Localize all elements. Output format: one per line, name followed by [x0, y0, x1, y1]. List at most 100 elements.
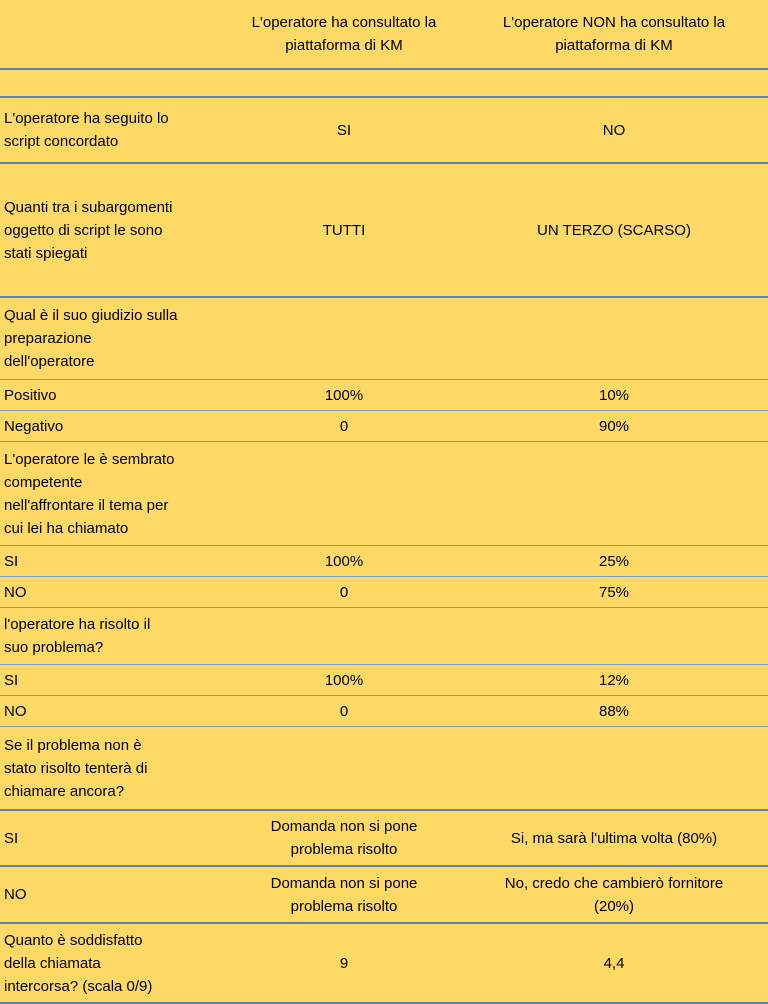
row-value-not-consulted: NO: [460, 98, 768, 162]
header-not-consulted: L'operatore NON ha consultato la piattaf…: [460, 0, 768, 68]
cell-text: Si, ma sarà l'ultima volta (80%): [510, 829, 718, 847]
row-value-consulted: 0: [228, 696, 460, 726]
row-value-not-consulted: Si, ma sarà l'ultima volta (80%): [460, 811, 768, 865]
table-row: SI Domanda non si pone problema risolto …: [0, 811, 768, 867]
row-label: SI: [0, 546, 228, 576]
cell-text: SI: [4, 552, 19, 570]
spacer-row: [0, 70, 768, 98]
header-empty-cell: [0, 0, 228, 68]
row-label: L'operatore ha seguito lo script concord…: [0, 98, 228, 162]
cell-text: 100%: [324, 552, 364, 570]
row-value-not-consulted: 90%: [460, 411, 768, 441]
row-value-consulted: SI: [228, 98, 460, 162]
header-row: L'operatore ha consultato la piattaforma…: [0, 0, 768, 70]
cell-text: Positivo: [4, 386, 57, 404]
question-row: Se il problema non è stato risolto tente…: [0, 727, 768, 811]
cell-text: 12%: [598, 671, 630, 689]
row-value-consulted: 100%: [228, 546, 460, 576]
cell-text: L'operatore le è sembrato competente nel…: [4, 450, 175, 537]
row-value-not-consulted: 25%: [460, 546, 768, 576]
cell-text: 90%: [598, 417, 630, 435]
cell-text: NO: [602, 121, 626, 139]
question-row: l'operatore ha risolto il suo problema?: [0, 608, 768, 665]
row-value-not-consulted: 75%: [460, 577, 768, 607]
cell-text: SI: [4, 829, 19, 847]
cell-text: 88%: [598, 702, 630, 720]
cell-text: 4,4: [603, 954, 625, 972]
row-label: [0, 70, 228, 96]
cell-text: Quanto è soddisfatto della chiamata inte…: [4, 931, 153, 995]
row-value-not-consulted: 88%: [460, 696, 768, 726]
row-value-consulted: [228, 442, 460, 545]
cell-text: SI: [336, 121, 352, 139]
row-value-consulted: 0: [228, 577, 460, 607]
table-row: NO 0 88%: [0, 696, 768, 727]
row-value-not-consulted: UN TERZO (SCARSO): [460, 164, 768, 296]
row-value-not-consulted: 12%: [460, 665, 768, 695]
cell-text: No, credo che cambierò fornitore (20%): [504, 874, 724, 915]
row-value-consulted: [228, 608, 460, 664]
table-row: Quanto è soddisfatto della chiamata inte…: [0, 924, 768, 1004]
cell-text: 0: [339, 583, 349, 601]
cell-text: TUTTI: [322, 221, 366, 239]
table-row: NO Domanda non si pone problema risolto …: [0, 867, 768, 924]
table-row: L'operatore ha seguito lo script concord…: [0, 98, 768, 164]
row-value-not-consulted: [460, 727, 768, 809]
cell-text: NO: [4, 583, 27, 601]
cell-text: 9: [339, 954, 349, 972]
table-row: SI 100% 25%: [0, 546, 768, 577]
header-not-consulted-text: L'operatore NON ha consultato la piattaf…: [502, 14, 726, 54]
cell-text: l'operatore ha risolto il suo problema?: [4, 616, 151, 656]
header-consulted: L'operatore ha consultato la piattaforma…: [228, 0, 460, 68]
cell-text: NO: [4, 886, 27, 903]
row-label: NO: [0, 696, 228, 726]
row-value-not-consulted: [460, 298, 768, 379]
cell-text: Domanda non si pone problema risolto: [270, 818, 418, 858]
row-value-consulted: [228, 727, 460, 809]
row-value-consulted: 100%: [228, 665, 460, 695]
row-value-consulted: Domanda non si pone problema risolto: [228, 867, 460, 922]
row-label: Qual è il suo giudizio sulla preparazion…: [0, 298, 228, 379]
row-value-consulted: [228, 70, 460, 96]
row-label: Negativo: [0, 411, 228, 441]
row-value-not-consulted: [460, 608, 768, 664]
row-value-consulted: 100%: [228, 380, 460, 410]
table-row: NO 0 75%: [0, 577, 768, 608]
row-value-consulted: [228, 298, 460, 379]
cell-text: Domanda non si pone problema risolto: [270, 874, 418, 915]
row-label: L'operatore le è sembrato competente nel…: [0, 442, 228, 545]
cell-text: 0: [339, 417, 349, 435]
row-value-consulted: TUTTI: [228, 164, 460, 296]
header-consulted-text: L'operatore ha consultato la piattaforma…: [251, 14, 437, 54]
row-label: NO: [0, 577, 228, 607]
cell-text: 0: [339, 702, 349, 720]
cell-text: 100%: [324, 671, 364, 689]
row-value-consulted: 0: [228, 411, 460, 441]
row-label: SI: [0, 665, 228, 695]
row-label: Quanti tra i subargomenti oggetto di scr…: [0, 164, 228, 296]
cell-text: 75%: [598, 583, 630, 601]
cell-text: Qual è il suo giudizio sulla preparazion…: [4, 307, 178, 370]
cell-text: L'operatore ha seguito lo script concord…: [4, 110, 169, 150]
cell-text: Quanti tra i subargomenti oggetto di scr…: [4, 198, 173, 262]
table-row: Positivo 100% 10%: [0, 380, 768, 411]
cell-text: 25%: [598, 552, 630, 570]
row-value-consulted: 9: [228, 924, 460, 1002]
table-row: SI 100% 12%: [0, 665, 768, 696]
cell-text: Negativo: [4, 417, 64, 435]
row-label: l'operatore ha risolto il suo problema?: [0, 608, 228, 664]
row-value-not-consulted: No, credo che cambierò fornitore (20%): [460, 867, 768, 922]
table-row: Negativo 0 90%: [0, 411, 768, 442]
cell-text: 10%: [598, 386, 630, 404]
row-value-not-consulted: 4,4: [460, 924, 768, 1002]
cell-text: SI: [4, 671, 19, 689]
row-value-not-consulted: [460, 442, 768, 545]
cell-text: Se il problema non è stato risolto tente…: [4, 736, 148, 800]
question-row: L'operatore le è sembrato competente nel…: [0, 442, 768, 546]
row-value-consulted: Domanda non si pone problema risolto: [228, 811, 460, 865]
row-label: Positivo: [0, 380, 228, 410]
row-label: Quanto è soddisfatto della chiamata inte…: [0, 924, 228, 1002]
row-label: Se il problema non è stato risolto tente…: [0, 727, 228, 809]
cell-text: UN TERZO (SCARSO): [537, 221, 691, 239]
